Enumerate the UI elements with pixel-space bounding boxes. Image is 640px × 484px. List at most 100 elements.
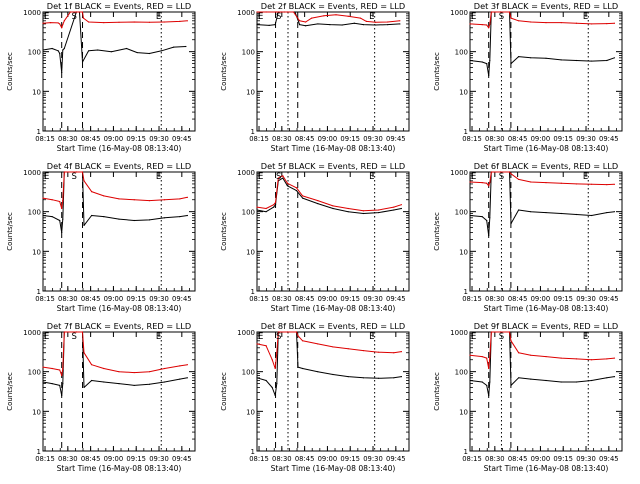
data-point-lld bbox=[606, 358, 608, 360]
data-point-events bbox=[164, 381, 166, 383]
x-axis-label: Start Time (16-May-08 08:13:40) bbox=[484, 304, 609, 313]
y-axis-label: Counts/sec bbox=[220, 212, 228, 251]
interval-marker: S bbox=[499, 12, 504, 22]
data-point-events bbox=[387, 24, 389, 26]
data-point-lld bbox=[469, 181, 471, 183]
data-point-lld bbox=[63, 171, 65, 173]
data-point-lld bbox=[606, 184, 608, 186]
x-tick-label: 09:30 bbox=[576, 295, 596, 303]
data-point-events bbox=[469, 379, 471, 382]
chart-title: Det 2f BLACK = Events, RED = LLD bbox=[261, 1, 405, 11]
y-tick-label: 100 bbox=[455, 49, 468, 57]
data-point-events bbox=[276, 383, 278, 385]
x-tick-label: 09:30 bbox=[149, 455, 169, 463]
interval-marker: E bbox=[471, 332, 476, 342]
data-point-lld bbox=[575, 358, 578, 360]
data-point-lld bbox=[164, 199, 166, 201]
interval-marker: S bbox=[276, 172, 281, 182]
data-point-lld bbox=[81, 11, 84, 13]
y-tick-label: 10 bbox=[246, 88, 255, 96]
data-point-lld bbox=[530, 181, 532, 183]
data-point-lld bbox=[488, 27, 490, 29]
plot-frame bbox=[256, 171, 410, 292]
data-point-lld bbox=[61, 374, 63, 377]
data-point-events bbox=[486, 384, 488, 387]
data-point-events bbox=[97, 49, 99, 51]
data-point-events bbox=[591, 214, 593, 217]
y-tick-label: 1 bbox=[37, 448, 41, 456]
x-axis-label: Start Time (16-May-08 08:13:40) bbox=[271, 144, 396, 153]
data-point-lld bbox=[359, 17, 361, 19]
data-point-lld bbox=[489, 182, 491, 184]
x-tick-label: 09:45 bbox=[172, 455, 192, 463]
data-point-lld bbox=[393, 352, 395, 354]
data-point-lld bbox=[42, 22, 44, 24]
chart-title: Det 5f BLACK = Events, RED = LLD bbox=[261, 161, 405, 171]
data-point-events bbox=[317, 23, 319, 25]
data-point-lld bbox=[62, 367, 64, 370]
y-tick-label: 10 bbox=[246, 408, 255, 416]
data-point-lld bbox=[75, 171, 78, 173]
y-tick-label: 1000 bbox=[450, 329, 468, 337]
data-point-events bbox=[606, 59, 608, 62]
data-point-events bbox=[83, 386, 85, 389]
data-point-lld bbox=[378, 209, 380, 211]
data-point-events bbox=[59, 52, 61, 55]
x-tick-label: 09:00 bbox=[531, 135, 551, 143]
series-line-events bbox=[42, 331, 188, 396]
chart-panel-5: Det 5f BLACK = Events, RED = LLD Counts/s… bbox=[220, 161, 410, 313]
data-point-events bbox=[329, 24, 331, 26]
y-tick-label: 100 bbox=[455, 369, 468, 377]
data-point-lld bbox=[332, 346, 334, 348]
data-point-events bbox=[510, 223, 512, 225]
data-point-events bbox=[256, 209, 258, 211]
data-point-events bbox=[83, 224, 85, 227]
interval-marker: S bbox=[71, 12, 76, 22]
data-point-events bbox=[42, 214, 44, 217]
data-point-lld bbox=[118, 21, 120, 23]
plot-frame bbox=[42, 11, 196, 132]
series-line-events bbox=[469, 171, 615, 236]
data-point-lld bbox=[91, 364, 93, 366]
data-point-lld bbox=[499, 11, 501, 13]
y-tick-label: 1000 bbox=[23, 329, 41, 337]
data-point-lld bbox=[179, 365, 181, 367]
data-point-lld bbox=[133, 21, 135, 23]
series-line-events bbox=[42, 171, 188, 233]
data-point-events bbox=[591, 60, 593, 62]
interval-marker: S bbox=[276, 332, 281, 342]
x-tick-label: 09:45 bbox=[386, 455, 406, 463]
interval-marker: E bbox=[258, 172, 263, 182]
data-point-events bbox=[88, 50, 90, 52]
data-point-events bbox=[400, 376, 402, 378]
y-tick-label: 1 bbox=[464, 288, 468, 296]
interval-marker: E bbox=[44, 332, 49, 342]
data-point-lld bbox=[302, 340, 304, 342]
data-point-lld bbox=[489, 356, 491, 358]
data-point-lld bbox=[103, 367, 105, 370]
data-point-events bbox=[265, 379, 267, 382]
data-point-lld bbox=[83, 352, 85, 354]
data-point-events bbox=[518, 377, 520, 379]
data-point-events bbox=[393, 377, 395, 379]
data-point-lld bbox=[186, 364, 188, 366]
x-tick-label: 09:15 bbox=[553, 295, 573, 303]
data-point-events bbox=[560, 212, 562, 215]
interval-marker: S bbox=[71, 332, 76, 342]
data-point-lld bbox=[164, 21, 166, 23]
data-point-lld bbox=[613, 22, 616, 24]
y-tick-label: 100 bbox=[242, 49, 255, 57]
data-point-lld bbox=[362, 349, 364, 352]
data-point-events bbox=[510, 384, 512, 387]
data-point-lld bbox=[490, 11, 492, 13]
series-line-lld bbox=[256, 175, 402, 212]
interval-marker: E bbox=[369, 332, 374, 342]
data-point-events bbox=[148, 383, 150, 385]
x-tick-label: 08:45 bbox=[508, 295, 528, 303]
data-point-lld bbox=[75, 331, 78, 333]
x-axis-label: Start Time (16-May-08 08:13:40) bbox=[484, 144, 609, 153]
data-point-events bbox=[378, 211, 380, 214]
y-tick-label: 1000 bbox=[450, 9, 468, 17]
data-point-lld bbox=[393, 206, 395, 208]
chart-title: Det 8f BLACK = Events, RED = LLD bbox=[261, 321, 405, 331]
